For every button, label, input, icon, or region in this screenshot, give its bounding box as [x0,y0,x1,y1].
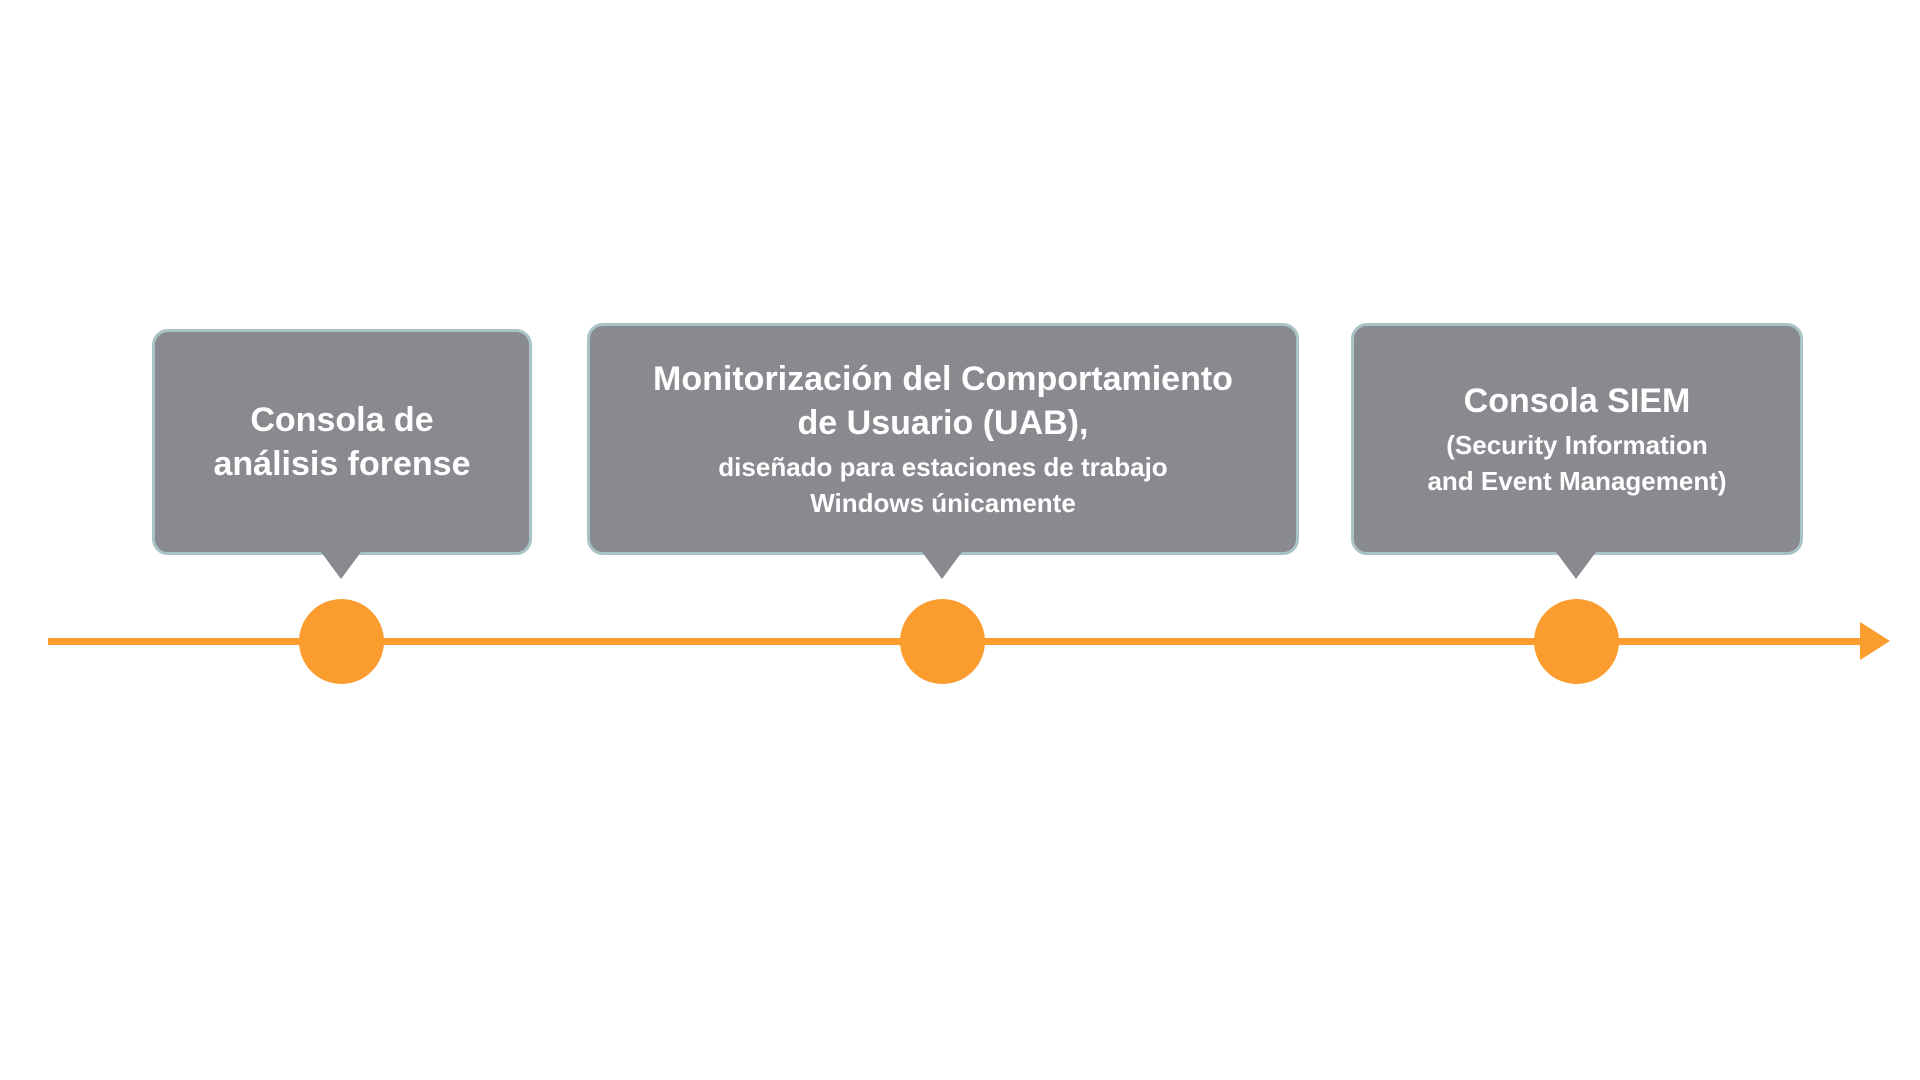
timeline-node [299,599,384,684]
callout-title-line: análisis forense [213,445,471,483]
callout-subtitle-line: Windows únicamente [810,488,1076,518]
callout-siem-console: Consola SIEM (Security Information and E… [1351,323,1803,555]
callout-pointer [321,552,361,579]
callout-title: Monitorización del Comportamiento de Usu… [653,357,1233,445]
callout-title: Consola SIEM [1464,379,1691,423]
callout-pointer [1556,552,1596,579]
callout-title-line: Monitorización del Comportamiento [653,360,1233,398]
arrow-right-icon [1860,622,1890,660]
callout-title-line: de Usuario (UAB), [797,404,1089,442]
callout-subtitle-line: and Event Management) [1427,466,1727,496]
callout-title-line: Consola SIEM [1463,382,1691,420]
callout-subtitle-line: (Security Information [1446,430,1708,460]
callout-title-line: Consola de [250,401,434,439]
callout-forensic-console: Consola de análisis forense [152,329,532,555]
callout-uab-monitoring: Monitorización del Comportamiento de Usu… [587,323,1299,555]
timeline-node [1534,599,1619,684]
timeline-node [900,599,985,684]
callout-subtitle-line: diseñado para estaciones de trabajo [718,452,1168,482]
callout-title: Consola de análisis forense [213,398,470,486]
callout-pointer [922,552,962,579]
callout-subtitle: diseñado para estaciones de trabajo Wind… [718,449,1167,521]
callout-subtitle: (Security Information and Event Manageme… [1427,427,1726,499]
